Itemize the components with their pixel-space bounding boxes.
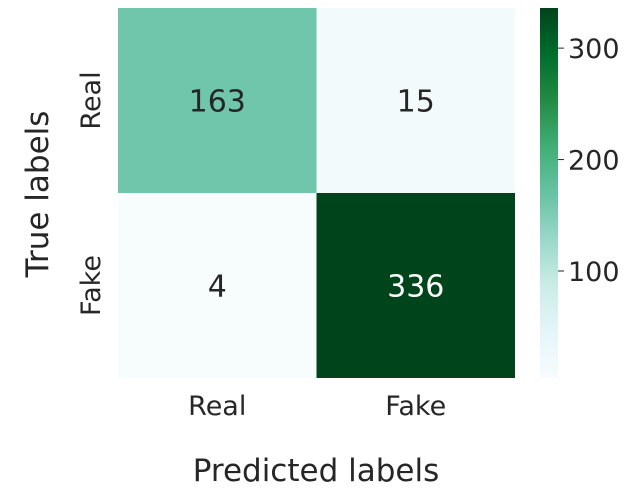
x-tick-labels: Real Fake [188,391,446,422]
cell-value-label: 336 [387,270,444,305]
x-tick-label: Fake [385,391,446,422]
x-tick-label: Real [188,391,246,422]
y-tick-labels: Real Fake [76,71,107,316]
y-axis-label: True labels [20,111,56,279]
cell-value-label: 163 [189,85,246,120]
cell-value-label: 4 [208,270,227,305]
colorbar [540,8,558,378]
colorbar-ticks: 100 200 300 [558,34,620,288]
y-tick-label: Real [76,71,107,129]
x-axis-label: Predicted labels [193,453,440,489]
colorbar-tick-label: 200 [568,146,620,177]
heatmap-cells: 163 15 4 336 [118,8,515,378]
y-tick-label: Fake [76,255,107,316]
colorbar-tick-label: 300 [568,34,620,65]
heatmap-cell [118,8,317,193]
heatmap-cell [316,8,515,193]
colorbar-tick-label: 100 [568,257,620,288]
cell-value-label: 15 [397,85,435,120]
heatmap-cell [118,193,317,378]
heatmap-cell [316,193,515,378]
